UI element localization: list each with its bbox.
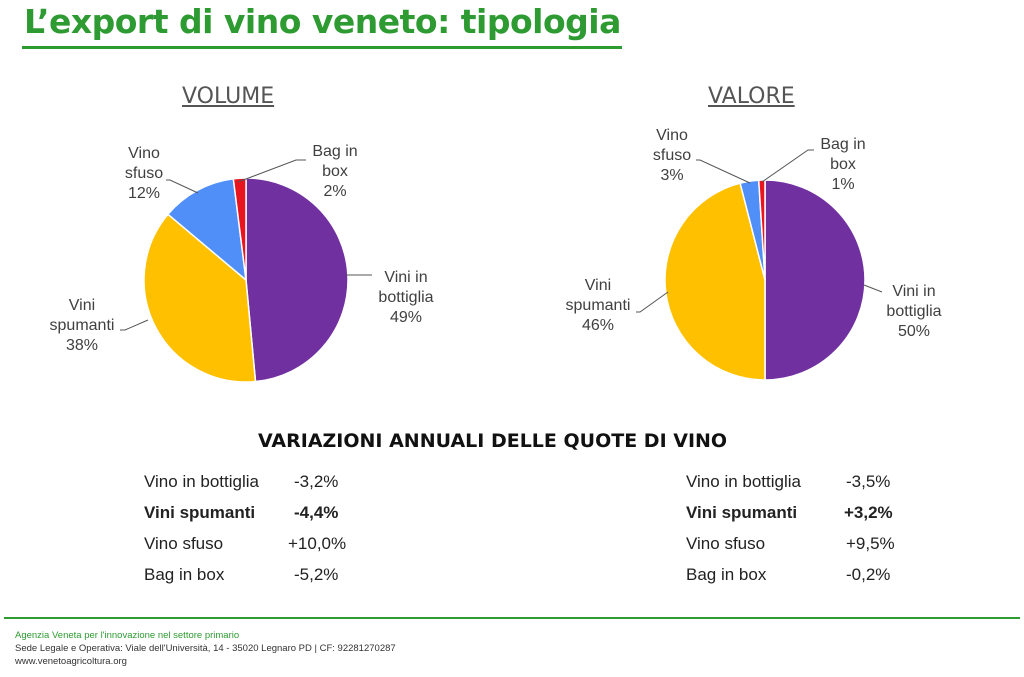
volume-var-label: Vino sfuso <box>144 534 224 553</box>
valore-pie <box>664 179 866 381</box>
volume-var-value: -4,4% <box>294 503 339 522</box>
pie-slice-vini-in-bottiglia <box>764 179 866 381</box>
pie-slice-vini-spumanti <box>664 182 766 381</box>
valore-var-label: Vino in bottiglia <box>686 472 801 491</box>
pie-slice-vino-sfuso <box>166 177 247 282</box>
volume-label-bottiglia: Vini in bottiglia 49% <box>378 269 434 326</box>
variations-title: VARIAZIONI ANNUALI DELLE QUOTE DI VINO <box>258 430 728 452</box>
volume-pie <box>143 177 349 383</box>
volume-var-label: Vini spumanti <box>144 503 256 522</box>
footer-website[interactable]: www.venetoagricoltura.org <box>15 656 127 667</box>
volume-var-value: +10,0% <box>288 534 347 553</box>
volume-var-label: Bag in box <box>144 565 225 584</box>
pie-slice-vini-in-bottiglia <box>245 177 349 383</box>
volume-label-spumanti: Vini spumanti 38% <box>49 297 115 354</box>
valore-chart-title: VALORE <box>708 84 795 109</box>
volume-label-bag: Bag in box 2% <box>312 143 358 200</box>
volume-var-label: Vino in bottiglia <box>144 472 259 491</box>
valore-var-value: -3,5% <box>846 472 891 491</box>
volume-var-value: -5,2% <box>294 565 339 584</box>
footer-divider <box>4 617 1020 619</box>
volume-chart-title: VOLUME <box>182 84 275 109</box>
footer-address: Sede Legale e Operativa: Viale dell'Univ… <box>15 643 396 654</box>
valore-var-value: +9,5% <box>846 534 895 553</box>
title-underline <box>22 46 622 49</box>
valore-label-spumanti: Vini spumanti 46% <box>565 277 631 334</box>
valore-var-value: +3,2% <box>844 503 893 522</box>
valore-var-label: Vino sfuso <box>686 534 766 553</box>
footer-org: Agenzia Veneta per l'innovazione nel set… <box>15 630 240 641</box>
pie-charts <box>120 149 883 383</box>
pie-slice-vini-spumanti <box>143 213 257 383</box>
valore-var-value: -0,2% <box>846 565 891 584</box>
leader-lines <box>120 149 883 331</box>
pie-slice-bag-in-box <box>232 177 247 281</box>
volume-var-value: -3,2% <box>294 472 339 491</box>
valore-label-bottiglia: Vini in bottiglia 50% <box>886 283 942 340</box>
valore-var-label: Vini spumanti <box>686 503 798 522</box>
valore-var-label: Bag in box <box>686 565 767 584</box>
valore-label-bag: Bag in box 1% <box>820 136 866 193</box>
page-title: L’export di vino veneto: tipologia <box>24 2 621 41</box>
volume-label-sfuso: Vino sfuso 12% <box>124 145 164 202</box>
valore-label-sfuso: Vino sfuso 3% <box>652 127 692 184</box>
